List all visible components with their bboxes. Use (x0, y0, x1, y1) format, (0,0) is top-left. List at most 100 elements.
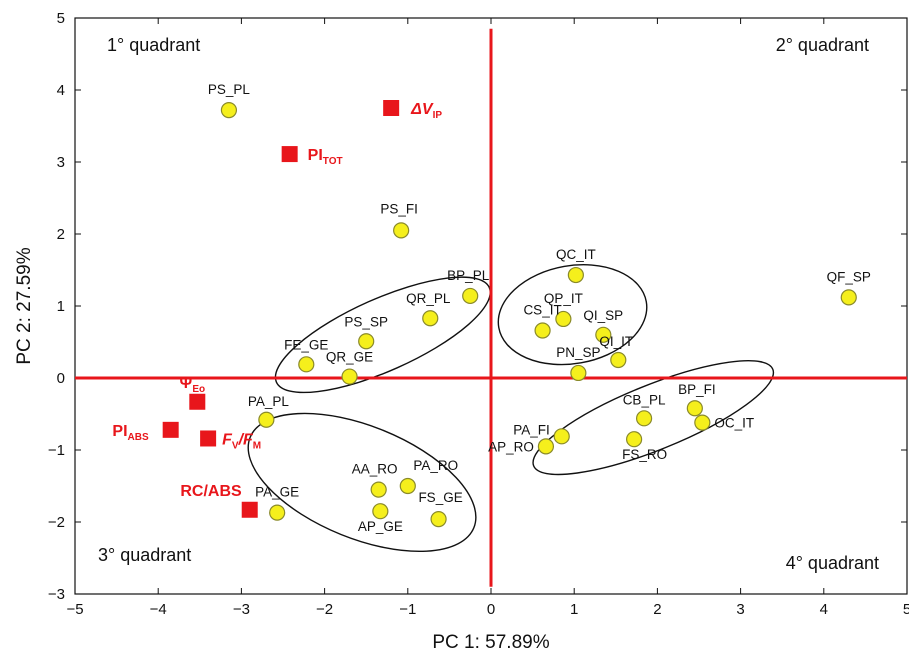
parameter-label-sub: Eo (192, 384, 205, 395)
site-point (626, 431, 643, 448)
y-tick-label: 4 (57, 82, 65, 99)
cluster-ellipse (497, 264, 648, 366)
x-tick-label: 5 (903, 601, 909, 618)
x-tick-label: −1 (399, 601, 416, 618)
cluster-ellipse (532, 360, 775, 476)
x-tick-label: −5 (66, 601, 83, 618)
site-label: QI_IT (599, 334, 633, 349)
parameter-label-main: F (222, 431, 233, 448)
parameter-label-sub: ABS (128, 432, 149, 443)
site-label: FE_GE (284, 337, 328, 352)
site-label: QF_SP (827, 269, 871, 284)
site-point (269, 504, 286, 521)
parameter-label-main: Ψ (179, 375, 192, 392)
parameter-markers (162, 100, 400, 518)
site-point (840, 289, 857, 306)
site-label: QI_SP (583, 308, 623, 323)
cluster-ellipse (247, 412, 477, 553)
site-point (422, 310, 439, 327)
site-point (358, 333, 375, 350)
site-label: AP_RO (488, 439, 534, 454)
site-point (635, 410, 653, 427)
parameter-label: RC/ABS (180, 483, 242, 500)
quadrant-label: 1° quadrant (107, 35, 200, 55)
chart-text: 1° quadrant 2° quadrant 3° quadrant 4° quad… (98, 35, 879, 573)
x-tick-label: −4 (150, 601, 167, 618)
zero-lines (75, 28, 907, 587)
parameter-label: PITOT (308, 147, 343, 167)
parameter-label: FV/FM (222, 431, 261, 451)
x-tick-label: 0 (487, 601, 495, 618)
parameter-label-sub: V (232, 440, 239, 451)
site-point (399, 477, 416, 495)
x-tick-label: 4 (820, 601, 828, 618)
quadrant-label: 4° quadrant (786, 553, 879, 573)
parameter-label-main: RC/ABS (180, 483, 242, 500)
site-point (534, 322, 551, 339)
site-point (686, 400, 703, 417)
site-label: AP_GE (358, 519, 403, 534)
site-label: PS_FI (380, 201, 418, 216)
x-axis-title: PC 1: 57.89% (432, 632, 549, 653)
site-point (462, 287, 479, 305)
parameter-label-main: ΔV (410, 101, 434, 118)
parameter-marker (241, 501, 258, 518)
site-label: QP_IT (544, 291, 583, 306)
site-label: PA_PL (248, 394, 290, 409)
y-axis-title: PC 2: 27.59% (14, 247, 35, 364)
parameter-marker (162, 421, 179, 438)
site-label: PS_PL (208, 82, 251, 97)
parameter-label: ΔVIP (410, 101, 442, 121)
site-label: PA_GE (255, 485, 299, 500)
site-label: QR_GE (326, 350, 373, 365)
site-label: PS_SP (344, 314, 388, 329)
site-label: QR_PL (406, 291, 451, 306)
y-tick-label: −1 (48, 442, 65, 459)
parameter-marker (281, 146, 298, 163)
x-tick-label: 3 (736, 601, 744, 618)
cluster-ellipses (247, 264, 775, 553)
site-point (595, 326, 612, 343)
parameter-label-sub: IP (433, 110, 443, 121)
site-point (570, 364, 587, 382)
site-point (553, 428, 570, 445)
y-tick-label: 0 (57, 370, 65, 387)
x-tick-label: 2 (653, 601, 661, 618)
parameter-marker (200, 430, 217, 447)
y-tick-label: 5 (57, 10, 65, 27)
y-tick-label: 3 (57, 154, 65, 171)
site-point (258, 411, 275, 428)
site-points (220, 102, 857, 528)
site-point (370, 481, 387, 498)
site-point (537, 438, 555, 455)
site-label: PA_RO (413, 458, 458, 473)
y-tick-label: −3 (48, 586, 65, 603)
parameter-label: ΨEo (179, 375, 205, 395)
site-point (555, 310, 572, 328)
parameter-label-sub: TOT (323, 156, 343, 167)
site-label: PN_SP (556, 345, 600, 360)
site-point (430, 511, 447, 528)
x-tick-label: −3 (233, 601, 250, 618)
site-point (298, 356, 315, 373)
site-point (341, 368, 358, 385)
site-label: PA_FI (513, 422, 550, 437)
site-label: OC_IT (714, 416, 754, 431)
site-label: AA_RO (352, 462, 398, 477)
site-label: CB_PL (623, 392, 666, 407)
parameter-label-main: PI (308, 147, 323, 164)
site-point (372, 503, 389, 520)
site-label: BP_FI (678, 382, 716, 397)
site-label: FS_GE (418, 490, 462, 505)
cluster-ellipse (274, 276, 491, 394)
parameter-label-main2: /F (238, 431, 254, 448)
site-label: CS_IT (523, 302, 561, 317)
site-point (610, 351, 627, 369)
parameter-marker (383, 100, 400, 116)
parameter-label: PIABS (112, 423, 149, 443)
parameter-marker (189, 393, 206, 410)
site-label: FS_RO (622, 447, 667, 462)
quadrant-label: 2° quadrant (776, 35, 869, 55)
